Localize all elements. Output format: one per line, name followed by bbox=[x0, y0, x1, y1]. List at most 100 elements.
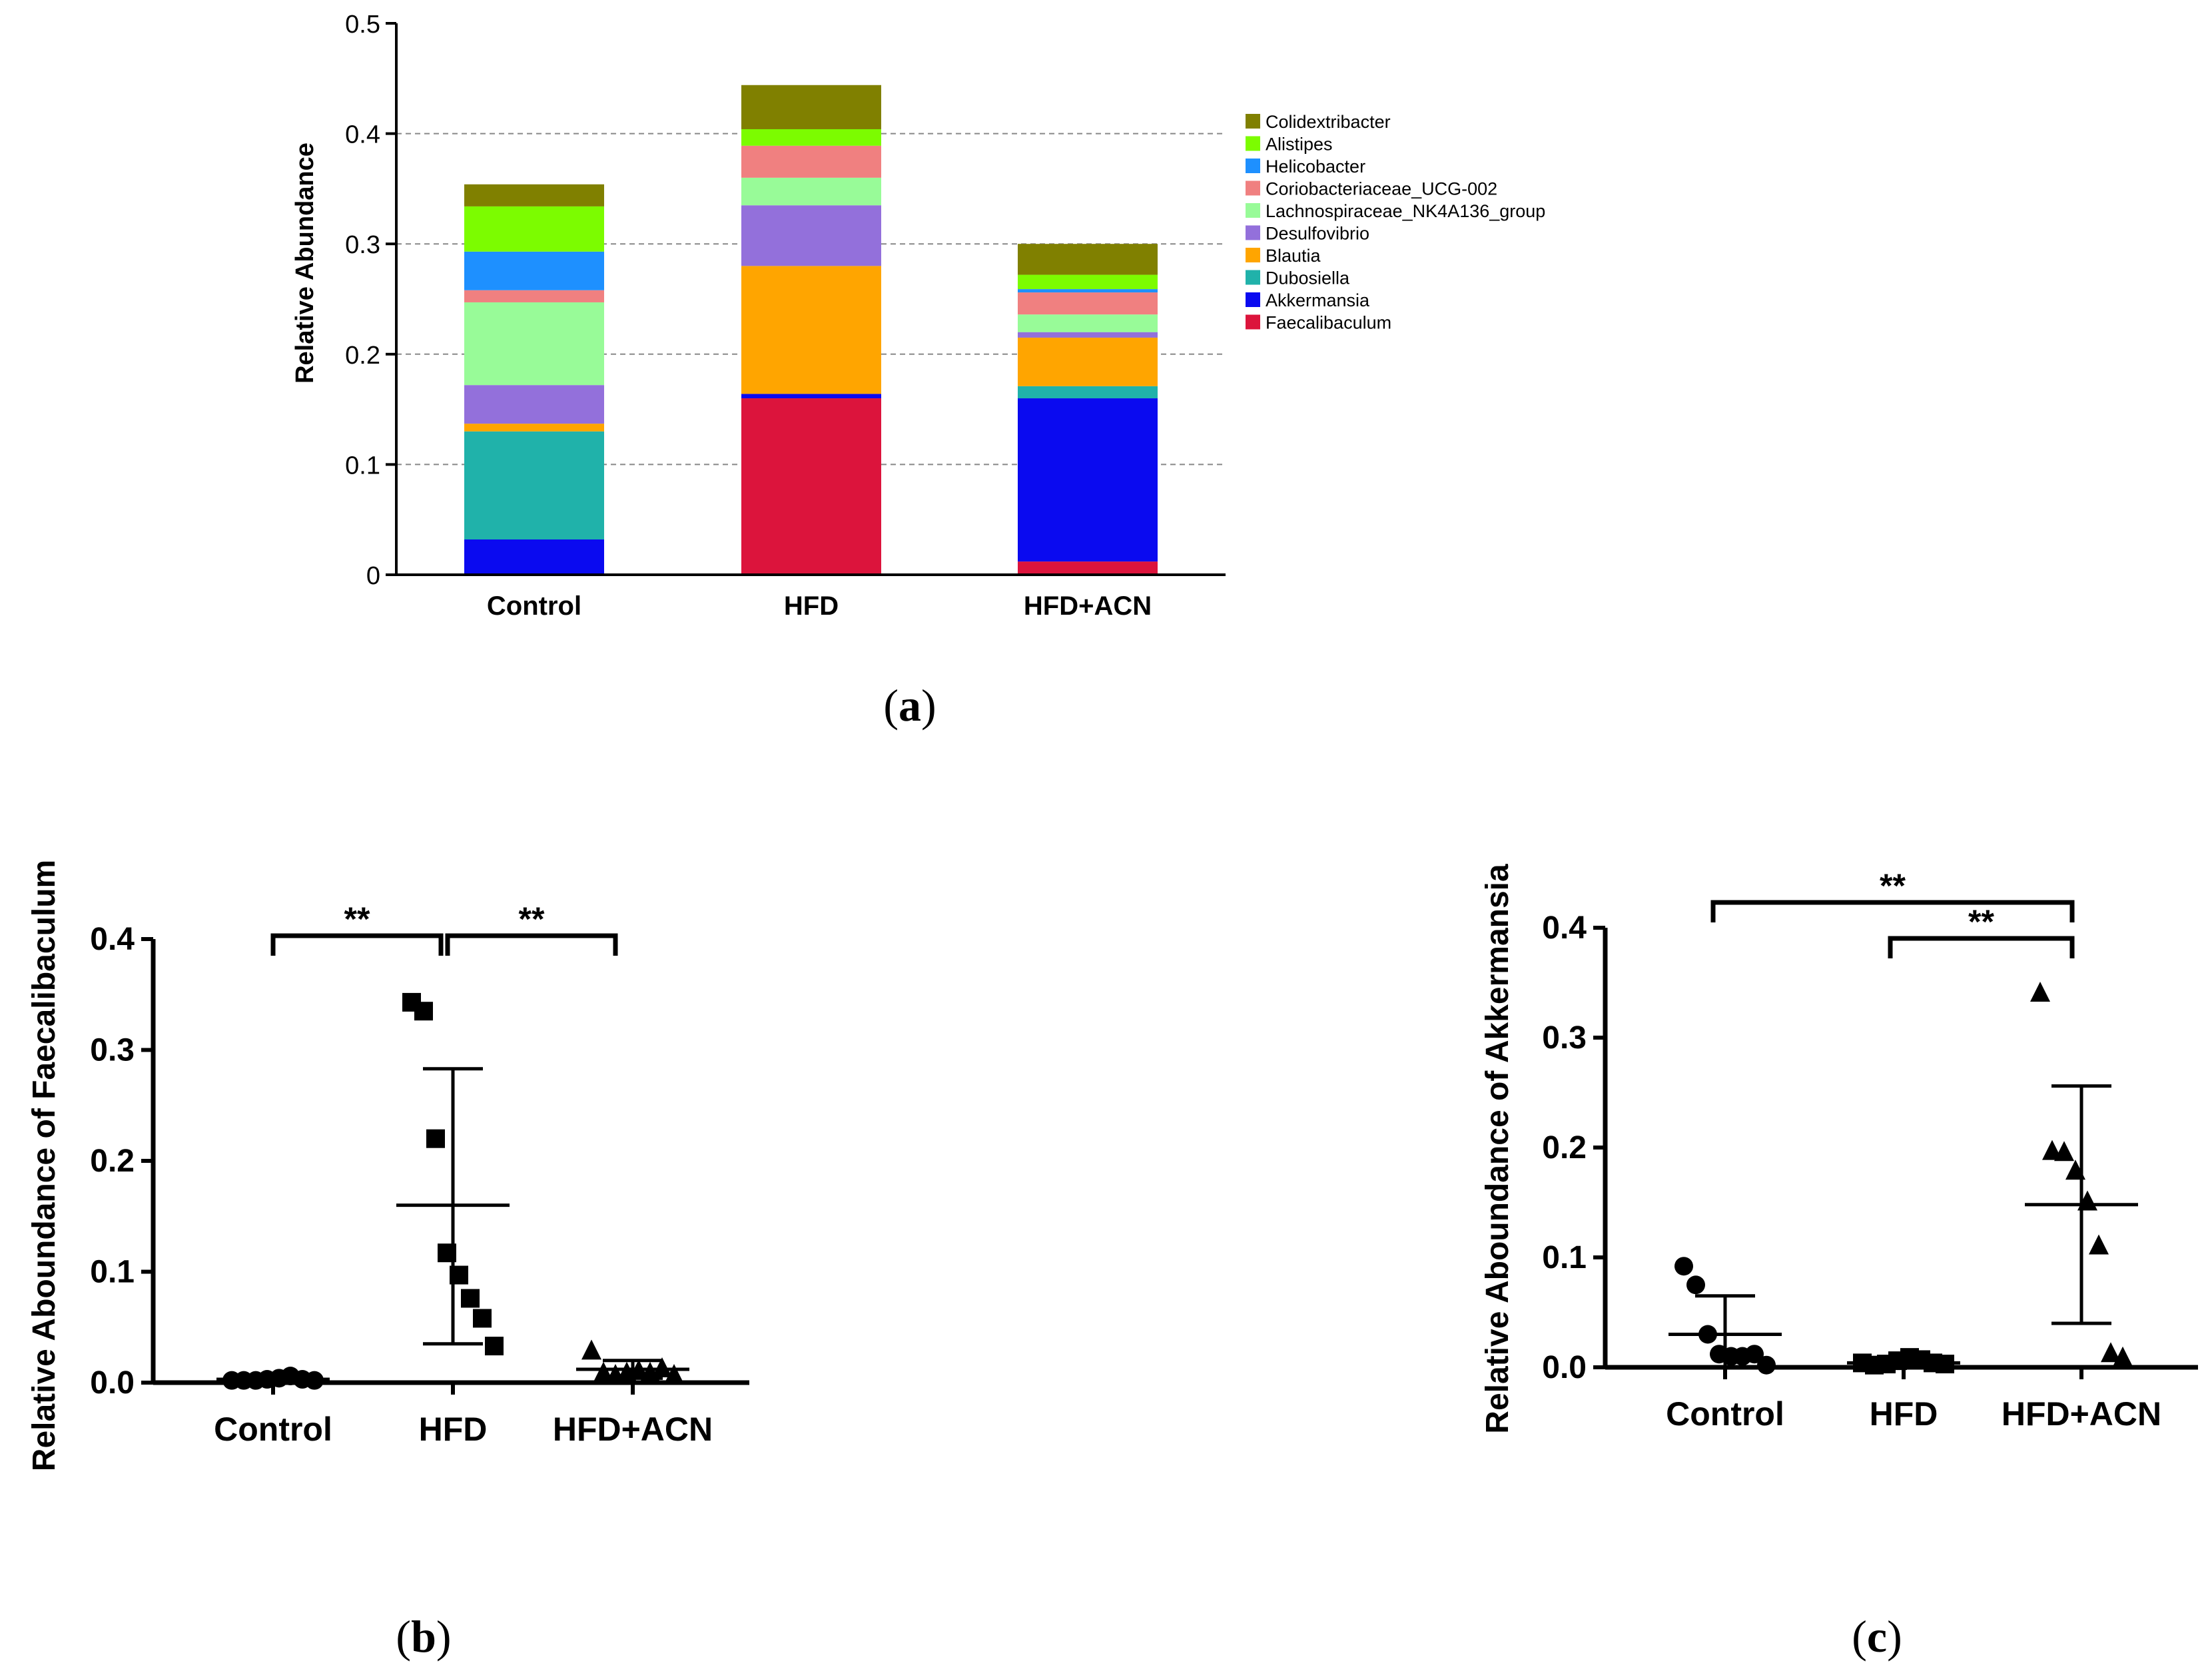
legend-label-faecalibaculum: Faecalibaculum bbox=[1266, 313, 1391, 333]
panel-label-c: (c) bbox=[1852, 1611, 1902, 1662]
bar-segment-hfd-acn-lachnospiraceae-nk4a136-group bbox=[1018, 314, 1158, 332]
data-point-hfd-acn bbox=[2030, 982, 2050, 1002]
legend-swatch-alistipes bbox=[1246, 136, 1260, 151]
legend-swatch-colidextribacter bbox=[1246, 114, 1260, 129]
legend-swatch-lachnospiraceae-nk4a136-group bbox=[1246, 203, 1260, 218]
data-point-hfd bbox=[485, 1337, 504, 1356]
legend-label-akkermansia: Akkermansia bbox=[1266, 290, 1370, 310]
data-point-hfd-acn bbox=[581, 1339, 601, 1360]
significance-brackets: ** ** bbox=[1710, 867, 2075, 958]
bar-segment-hfd-acn-faecalibaculum bbox=[1018, 561, 1158, 575]
legend-label-dubosiella: Dubosiella bbox=[1266, 268, 1350, 288]
bar-segment-control-blautia bbox=[464, 424, 604, 432]
stacked-bars bbox=[464, 85, 1158, 575]
bar-segment-hfd-acn-helicobacter bbox=[1018, 289, 1158, 293]
bar-segment-hfd-colidextribacter bbox=[741, 85, 881, 129]
legend-swatch-helicobacter bbox=[1246, 159, 1260, 173]
data-point-hfd-acn bbox=[2054, 1141, 2074, 1162]
bar-segment-control-helicobacter bbox=[464, 251, 604, 290]
y-tick-label: 0.0 bbox=[90, 1365, 135, 1401]
legend-swatch-dubosiella bbox=[1246, 270, 1260, 285]
bar-segment-control-lachnospiraceae-nk4a136-group bbox=[464, 302, 604, 386]
y-tick-label: 0.5 bbox=[345, 11, 380, 39]
significance-bracket bbox=[445, 933, 618, 956]
data-point-control bbox=[1757, 1355, 1776, 1375]
axes: 0.0 0.1 0.2 0.3 0.4 Control HFD HFD+ACN bbox=[1542, 910, 2198, 1433]
bar-segment-hfd-desulfovibrio bbox=[741, 205, 881, 266]
legend-swatch-coriobacteriaceae-ucg-002 bbox=[1246, 180, 1260, 196]
data-point-hfd bbox=[461, 1289, 480, 1308]
x-tick-label-hfd-acn: HFD+ACN bbox=[2002, 1395, 2161, 1433]
y-tick-label: 0.4 bbox=[345, 121, 380, 149]
x-tick-label-hfd-acn: HFD+ACN bbox=[1024, 591, 1152, 621]
significance-brackets: ** ** bbox=[270, 900, 618, 956]
legend-label-alistipes: Alistipes bbox=[1266, 135, 1333, 155]
bar-segment-hfd-lachnospiraceae-nk4a136-group bbox=[741, 177, 881, 206]
scatter-chart-panel-b: 0.0 0.1 0.2 0.3 0.4 Control HFD HFD+ACN ** ** Re… bbox=[27, 860, 749, 1662]
legend-swatch-desulfovibrio bbox=[1246, 225, 1260, 240]
bar-segment-hfd-coriobacteriaceae-ucg-002 bbox=[741, 145, 881, 178]
legend-label-desulfovibrio: Desulfovibrio bbox=[1266, 224, 1369, 244]
bar-segment-control-dubosiella bbox=[464, 431, 604, 540]
y-tick-label: 0.0 bbox=[1542, 1350, 1587, 1385]
bar-segment-control-colidextribacter bbox=[464, 184, 604, 206]
legend-label-coriobacteriaceae-ucg-002: Coriobacteriaceae_UCG-002 bbox=[1266, 179, 1497, 199]
y-axis-title: Relative Aboundance of Akkermansia bbox=[1480, 864, 1515, 1434]
bar-segment-control-alistipes bbox=[464, 206, 604, 252]
legend-label-blautia: Blautia bbox=[1266, 246, 1321, 266]
y-tick-label: 0.1 bbox=[345, 452, 380, 480]
data-point-control bbox=[1745, 1345, 1764, 1364]
significance-label: ** bbox=[1880, 867, 1906, 904]
significance-label: ** bbox=[519, 900, 545, 938]
x-tick-label-control: Control bbox=[1666, 1395, 1784, 1433]
legend-label-lachnospiraceae-nk4a136-group: Lachnospiraceae_NK4A136_group bbox=[1266, 201, 1545, 221]
significance-bracket bbox=[270, 933, 444, 956]
y-tick-label: 0.2 bbox=[345, 342, 380, 370]
axes: Control HFD HFD+ACN 0 0.1 0.2 0.3 0.4 0.5 bbox=[345, 11, 1226, 621]
data-point-hfd bbox=[426, 1129, 445, 1148]
data-points bbox=[1668, 982, 2138, 1375]
bar-segment-hfd-acn-dubosiella bbox=[1018, 386, 1158, 399]
data-points bbox=[216, 992, 689, 1390]
x-tick-label-hfd: HFD bbox=[419, 1411, 488, 1448]
data-point-hfd-acn bbox=[2101, 1342, 2121, 1363]
y-tick-label: 0.4 bbox=[1542, 910, 1587, 946]
significance-label: ** bbox=[344, 900, 370, 938]
scatter-chart-panel-c: 0.0 0.1 0.2 0.3 0.4 Control HFD HFD+ACN ** ** Re… bbox=[1480, 864, 2198, 1662]
x-tick-label-hfd: HFD bbox=[784, 591, 839, 621]
data-point-control bbox=[1674, 1257, 1693, 1276]
y-tick-label: 0.3 bbox=[90, 1033, 135, 1068]
significance-bracket bbox=[1710, 900, 2075, 922]
data-point-hfd-acn bbox=[664, 1364, 684, 1385]
significance-bracket bbox=[1888, 936, 2075, 958]
data-point-hfd-acn bbox=[2042, 1140, 2062, 1160]
bar-segment-hfd-acn-colidextribacter bbox=[1018, 244, 1158, 275]
legend-swatch-blautia bbox=[1246, 248, 1260, 262]
bar-segment-hfd-acn-akkermansia bbox=[1018, 398, 1158, 562]
legend-label-colidextribacter: Colidextribacter bbox=[1266, 112, 1391, 132]
legend-swatch-faecalibaculum bbox=[1246, 314, 1260, 330]
data-point-hfd-acn bbox=[2089, 1234, 2109, 1255]
legend: Colidextribacter Alistipes Helicobacter Cor… bbox=[1246, 112, 1545, 333]
y-axis-title: Relative Aboundance of Faecalibaculum bbox=[27, 860, 62, 1471]
x-tick-label-control: Control bbox=[487, 591, 581, 621]
bar-segment-hfd-akkermansia bbox=[741, 394, 881, 399]
legend-label-helicobacter: Helicobacter bbox=[1266, 157, 1365, 176]
legend-swatch-akkermansia bbox=[1246, 292, 1260, 307]
stacked-bar-chart-panel-a: Control HFD HFD+ACN 0 0.1 0.2 0.3 0.4 0.5 Colide… bbox=[291, 11, 1545, 731]
bar-segment-hfd-acn-alistipes bbox=[1018, 274, 1158, 290]
bar-segment-hfd-acn-coriobacteriaceae-ucg-002 bbox=[1018, 292, 1158, 315]
panel-label-b: (b) bbox=[396, 1611, 451, 1662]
data-point-hfd bbox=[473, 1309, 492, 1328]
y-tick-label: 0 bbox=[366, 562, 380, 590]
y-tick-label: 0.2 bbox=[1542, 1130, 1587, 1166]
bar-segment-hfd-faecalibaculum bbox=[741, 398, 881, 575]
bar-segment-hfd-acn-blautia bbox=[1018, 337, 1158, 386]
data-point-hfd-acn bbox=[652, 1357, 672, 1378]
bar-segment-hfd-acn-desulfovibrio bbox=[1018, 332, 1158, 338]
x-tick-label-hfd: HFD bbox=[1870, 1395, 1938, 1433]
y-tick-label: 0.2 bbox=[90, 1144, 135, 1179]
y-tick-label: 0.1 bbox=[1542, 1240, 1587, 1275]
bar-segment-control-desulfovibrio bbox=[464, 385, 604, 424]
